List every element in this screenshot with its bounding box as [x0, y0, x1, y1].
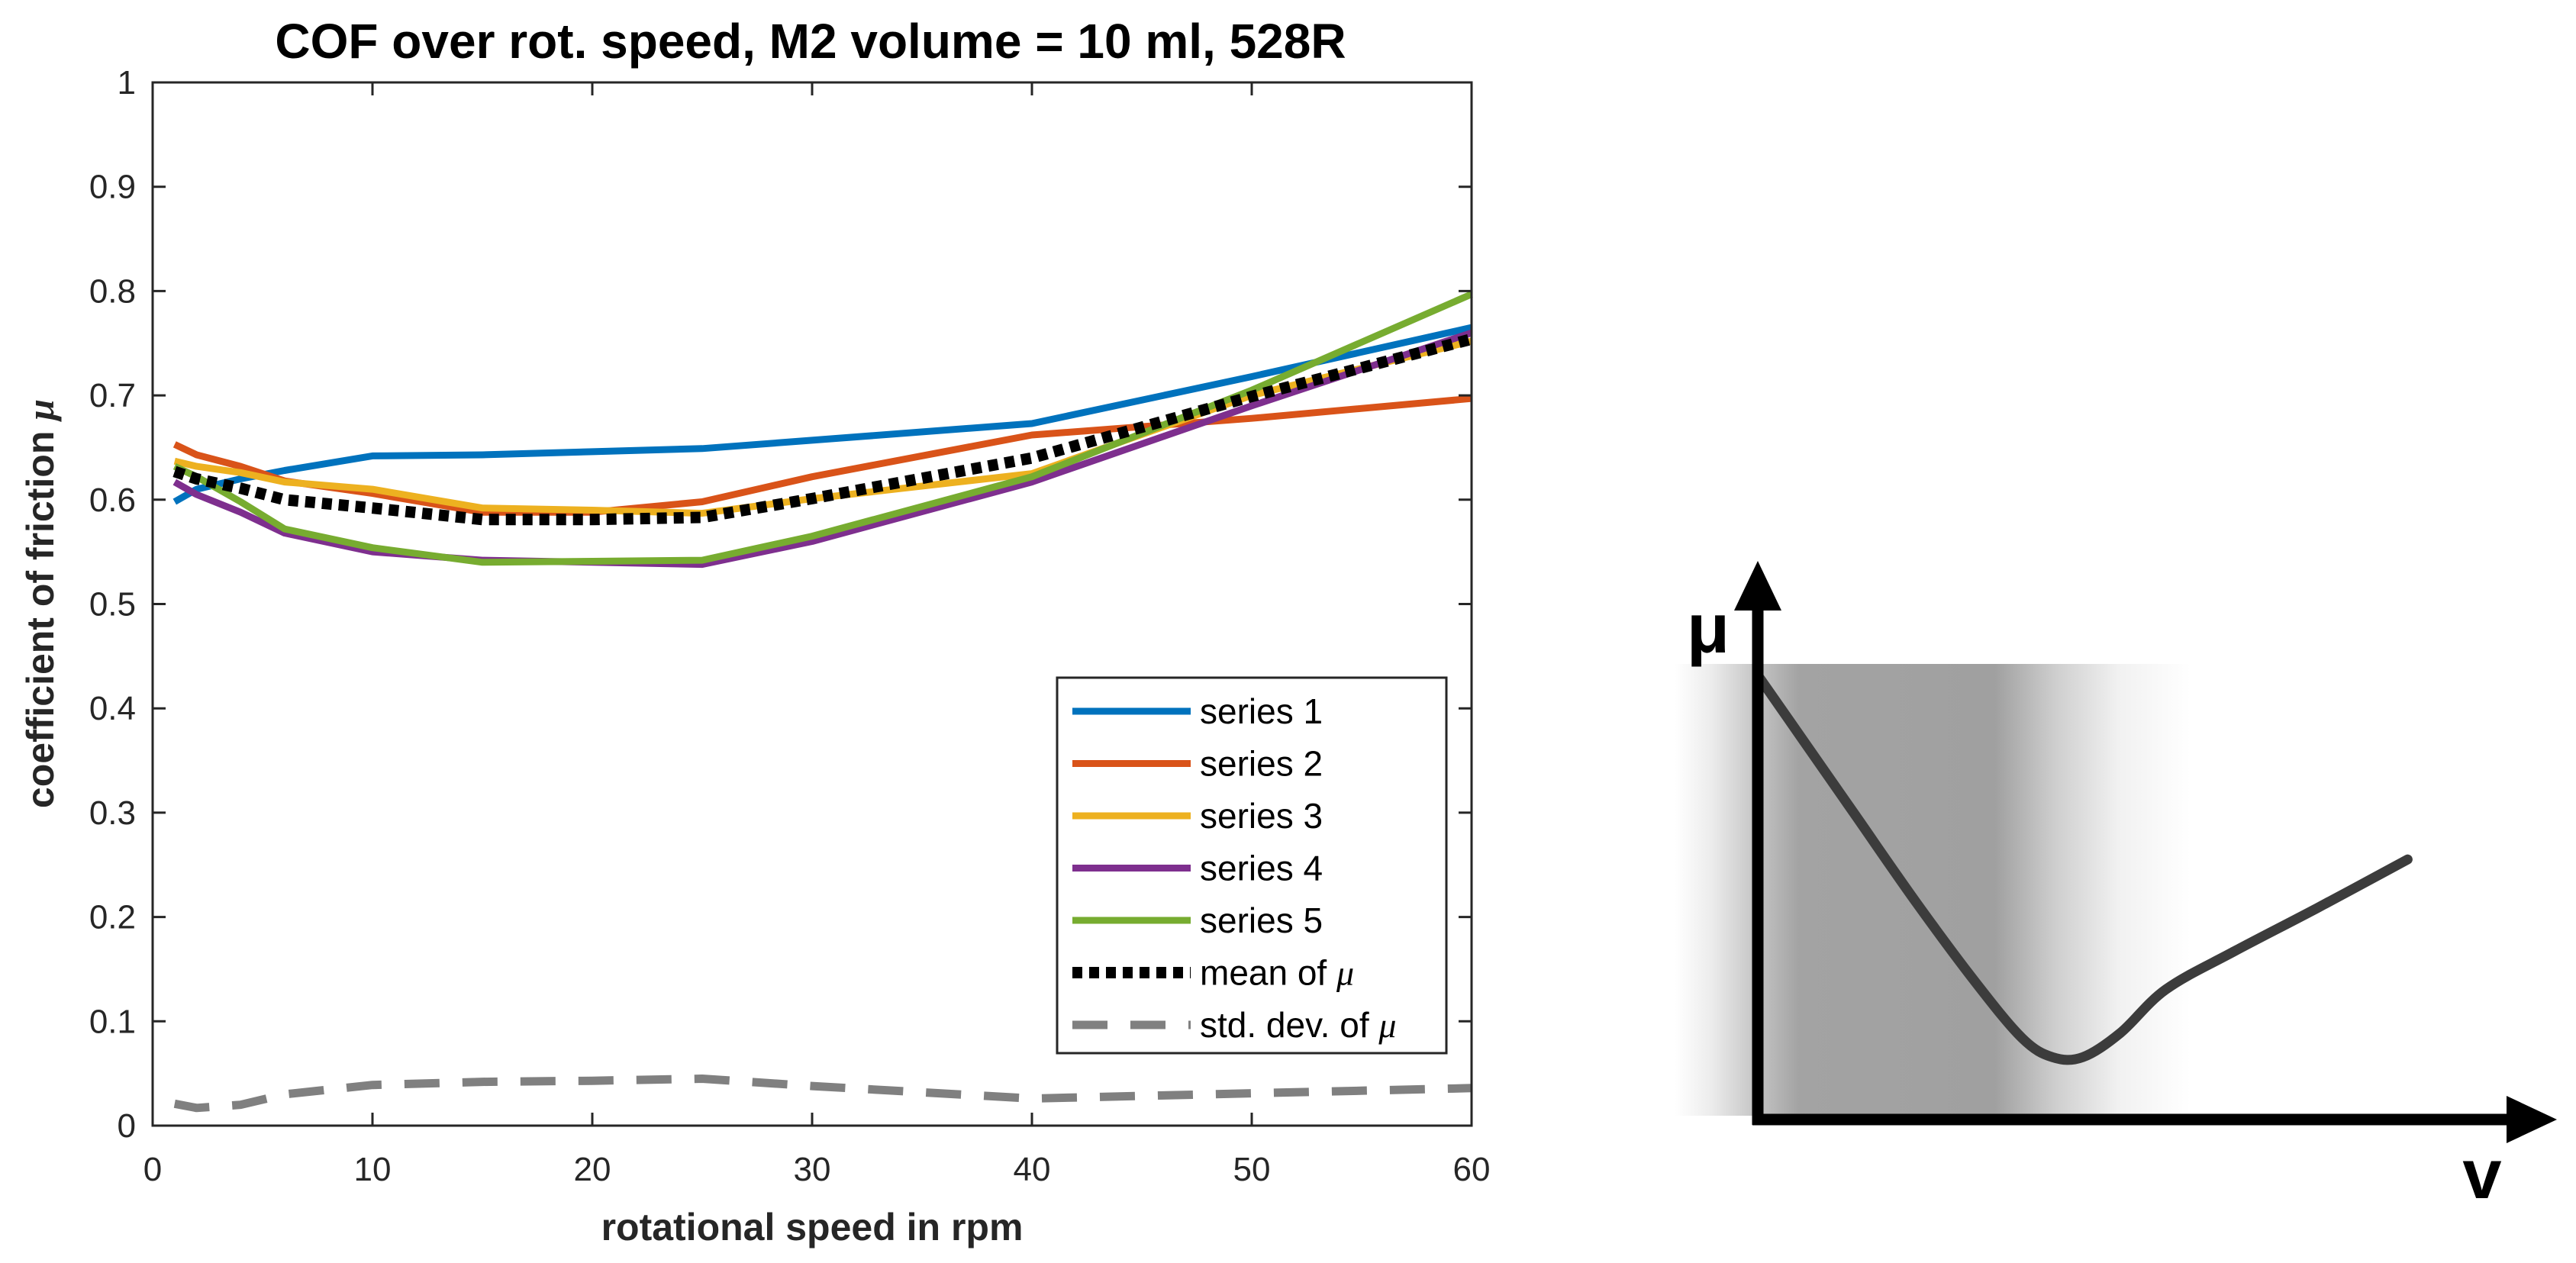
x-tick-label: 40 — [1014, 1151, 1051, 1188]
y-tick-label: 0.5 — [89, 586, 136, 623]
y-tick-label: 0.9 — [89, 169, 136, 206]
legend-label-1: series 1 — [1200, 691, 1323, 731]
y-ticks: 0 0.1 0.2 0.3 0.4 0.5 0.6 0.7 0.8 0.9 1 — [89, 64, 1472, 1145]
v-axis-label: v — [2462, 1136, 2501, 1213]
legend-label-2: series 2 — [1200, 744, 1323, 784]
legend-label-text: series 1 — [1200, 691, 1323, 731]
series-line-5 — [172, 291, 1473, 566]
data-series-group — [172, 291, 1473, 1113]
legend-label-7: std. dev. of μ — [1200, 1005, 1396, 1045]
y-tick-label: 0.7 — [89, 377, 136, 414]
y-axis-arrowhead — [1734, 561, 1781, 611]
x-tick-label: 60 — [1453, 1151, 1491, 1188]
y-tick-label: 0.8 — [89, 272, 136, 310]
x-axis-label: rotational speed in rpm — [601, 1206, 1024, 1249]
y-axis-mu-symbol: μ — [19, 399, 62, 423]
legend-label-text: mean of — [1200, 953, 1336, 993]
chart-title: COF over rot. speed, M2 volume = 10 ml, … — [275, 14, 1346, 69]
legend-label-3: series 3 — [1200, 796, 1323, 836]
x-tick-label: 10 — [354, 1151, 392, 1188]
legend-label-text: series 5 — [1200, 901, 1323, 940]
legend-label-text: series 3 — [1200, 796, 1323, 836]
x-tick-label: 50 — [1233, 1151, 1271, 1188]
legend-label-text: series 2 — [1200, 744, 1323, 784]
x-axis-arrowhead — [2507, 1096, 2557, 1143]
legend-mu-symbol: μ — [1378, 1006, 1396, 1045]
y-tick-label: 0.2 — [89, 899, 136, 936]
y-tick-label: 1 — [118, 64, 136, 101]
cof-chart: COF over rot. speed, M2 volume = 10 ml, … — [19, 14, 1490, 1249]
series-line-1 — [172, 324, 1472, 505]
y-axis-label-text: coefficient of friction — [19, 431, 62, 808]
x-ticks: 0 10 20 30 40 50 60 — [143, 82, 1491, 1188]
legend: series 1 series 2 series 3 series 4 series 5… — [1056, 676, 1448, 1055]
y-tick-label: 0.3 — [89, 794, 136, 832]
y-tick-label: 0 — [118, 1107, 136, 1145]
legend-label-6: mean of μ — [1200, 953, 1354, 993]
y-tick-label: 0.6 — [89, 482, 136, 519]
x-tick-label: 30 — [794, 1151, 831, 1188]
x-tick-label: 0 — [143, 1151, 162, 1188]
stribeck-curve — [1752, 670, 2413, 1065]
y-axis-label: coefficient of friction μ — [19, 399, 62, 808]
x-tick-label: 20 — [574, 1151, 611, 1188]
legend-label-4: series 4 — [1200, 849, 1323, 888]
series-line-7 — [173, 1075, 1472, 1113]
y-tick-label: 0.1 — [89, 1003, 136, 1040]
legend-label-text: series 4 — [1200, 849, 1323, 888]
mu-axis-label: μ — [1687, 590, 1730, 668]
y-tick-label: 0.4 — [89, 690, 136, 727]
legend-label-5: series 5 — [1200, 901, 1323, 940]
stribeck-schematic: μ v — [1675, 561, 2557, 1213]
legend-mu-symbol: μ — [1336, 954, 1354, 993]
legend-label-text: std. dev. of — [1200, 1005, 1378, 1045]
